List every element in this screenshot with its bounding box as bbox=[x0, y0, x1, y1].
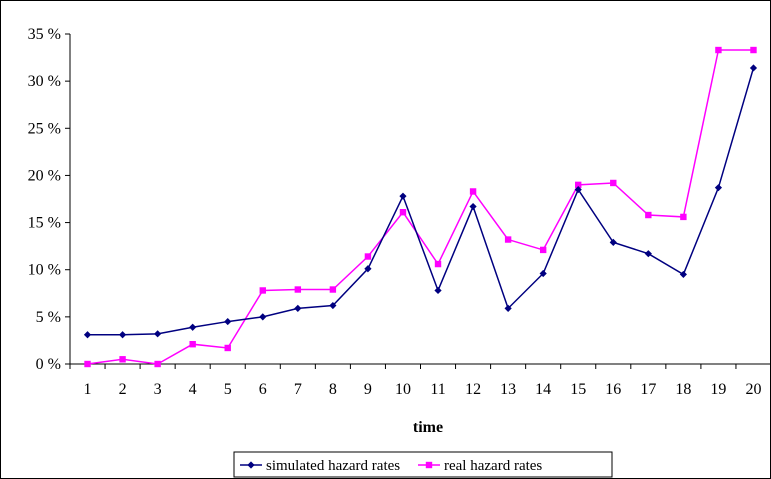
data-point bbox=[119, 356, 126, 363]
x-tick-label: 6 bbox=[259, 381, 267, 398]
x-tick-label: 10 bbox=[395, 381, 411, 398]
data-point bbox=[154, 360, 161, 368]
data-point bbox=[259, 287, 266, 294]
data-point bbox=[399, 192, 407, 200]
y-tick-label: 30 % bbox=[28, 73, 61, 90]
data-point bbox=[644, 250, 652, 258]
data-point bbox=[609, 238, 617, 246]
x-tick-label: 11 bbox=[430, 381, 445, 398]
y-tick-label: 15 % bbox=[28, 215, 61, 232]
data-point bbox=[83, 331, 92, 339]
x-tick-label: 4 bbox=[189, 381, 197, 398]
data-point bbox=[118, 331, 127, 339]
data-point bbox=[714, 184, 723, 192]
x-tick-label: 5 bbox=[224, 381, 232, 398]
x-tick-label: 20 bbox=[745, 381, 761, 398]
y-tick-label: 10 % bbox=[28, 262, 61, 279]
data-point bbox=[329, 301, 337, 310]
y-axis-ticks: 0 % 5 % 10 % 15 % 20 % 25 % 30 % 35 % bbox=[28, 26, 70, 373]
axes bbox=[69, 34, 771, 365]
x-tick-label: 19 bbox=[710, 381, 726, 398]
x-tick-label: 2 bbox=[119, 381, 127, 398]
x-axis-title: time bbox=[413, 419, 443, 436]
x-tick-label: 17 bbox=[640, 381, 656, 398]
data-point bbox=[680, 213, 687, 221]
x-tick-label: 16 bbox=[605, 381, 621, 398]
data-point bbox=[574, 185, 582, 194]
data-point bbox=[539, 246, 547, 254]
y-tick-label: 35 % bbox=[28, 26, 61, 43]
data-point bbox=[329, 286, 337, 293]
legend-entry: simulated hazard rates bbox=[240, 458, 400, 474]
data-point bbox=[399, 209, 407, 216]
data-point bbox=[539, 269, 547, 278]
series-simulated bbox=[83, 64, 758, 339]
data-point bbox=[504, 304, 512, 312]
data-point bbox=[434, 260, 442, 268]
series-line bbox=[87, 67, 755, 336]
y-tick-label: 25 % bbox=[28, 120, 61, 137]
x-tick-label: 9 bbox=[364, 381, 372, 398]
data-point bbox=[294, 304, 302, 312]
data-point bbox=[469, 202, 477, 211]
data-point bbox=[84, 360, 91, 368]
x-tick-label: 12 bbox=[465, 381, 481, 398]
legend-entry: real hazard rates bbox=[418, 458, 542, 474]
series-line bbox=[87, 49, 754, 365]
data-point bbox=[224, 344, 231, 352]
data-point bbox=[247, 461, 255, 469]
series-real bbox=[84, 46, 757, 368]
data-point bbox=[189, 341, 196, 348]
data-point bbox=[294, 286, 302, 293]
x-axis-ticks: 1 2 3 4 5 6 7 8 9 10 11 12 13 14 15 16 17 18 19 20 bbox=[69, 364, 771, 398]
data-point bbox=[575, 181, 582, 189]
data-point bbox=[154, 330, 162, 338]
y-tick-label: 0 % bbox=[36, 356, 61, 373]
x-tick-label: 8 bbox=[329, 381, 337, 398]
data-point bbox=[610, 179, 617, 187]
series-layer bbox=[83, 46, 758, 368]
data-point bbox=[224, 317, 232, 326]
x-tick-label: 18 bbox=[675, 381, 691, 398]
data-point bbox=[434, 286, 442, 295]
data-point bbox=[259, 313, 267, 321]
data-point bbox=[189, 323, 197, 331]
x-tick-label: 13 bbox=[500, 381, 516, 398]
x-tick-label: 3 bbox=[154, 381, 162, 398]
data-point bbox=[425, 461, 433, 469]
x-tick-label: 7 bbox=[294, 381, 302, 398]
data-point bbox=[749, 64, 758, 72]
data-point bbox=[750, 46, 757, 54]
y-tick-label: 5 % bbox=[36, 309, 61, 326]
legend-label: real hazard rates bbox=[444, 458, 542, 474]
data-point bbox=[364, 265, 372, 273]
x-tick-label: 15 bbox=[570, 381, 586, 398]
data-point bbox=[715, 46, 722, 54]
data-point bbox=[364, 253, 372, 260]
y-tick-label: 20 % bbox=[28, 167, 61, 184]
data-point bbox=[469, 188, 477, 195]
legend-label: simulated hazard rates bbox=[266, 458, 400, 474]
data-point bbox=[504, 236, 512, 243]
legend: simulated hazard rates real hazard rates bbox=[233, 451, 613, 478]
data-point bbox=[645, 211, 652, 219]
x-tick-label: 1 bbox=[84, 381, 92, 398]
data-point bbox=[679, 270, 687, 279]
x-tick-label: 14 bbox=[535, 381, 551, 398]
